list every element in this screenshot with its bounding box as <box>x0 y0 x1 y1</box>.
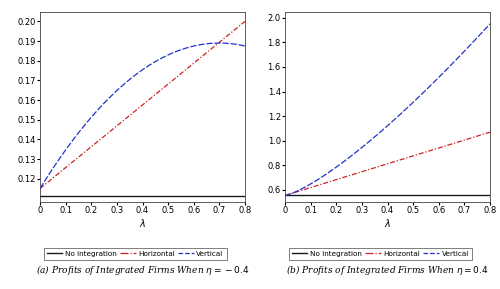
X-axis label: $\lambda$: $\lambda$ <box>384 217 391 229</box>
Legend: No integration, Horizontal, Vertical: No integration, Horizontal, Vertical <box>44 248 226 260</box>
Text: (b) Profits of Integrated Firms When $\eta = 0.4$: (b) Profits of Integrated Firms When $\e… <box>286 264 489 277</box>
Legend: No Integration, Horizontal, Vertical: No Integration, Horizontal, Vertical <box>288 248 472 260</box>
X-axis label: $\lambda$: $\lambda$ <box>139 217 146 229</box>
Text: (a) Profits of Integrated Firms When $\eta = -0.4$: (a) Profits of Integrated Firms When $\e… <box>36 264 249 277</box>
